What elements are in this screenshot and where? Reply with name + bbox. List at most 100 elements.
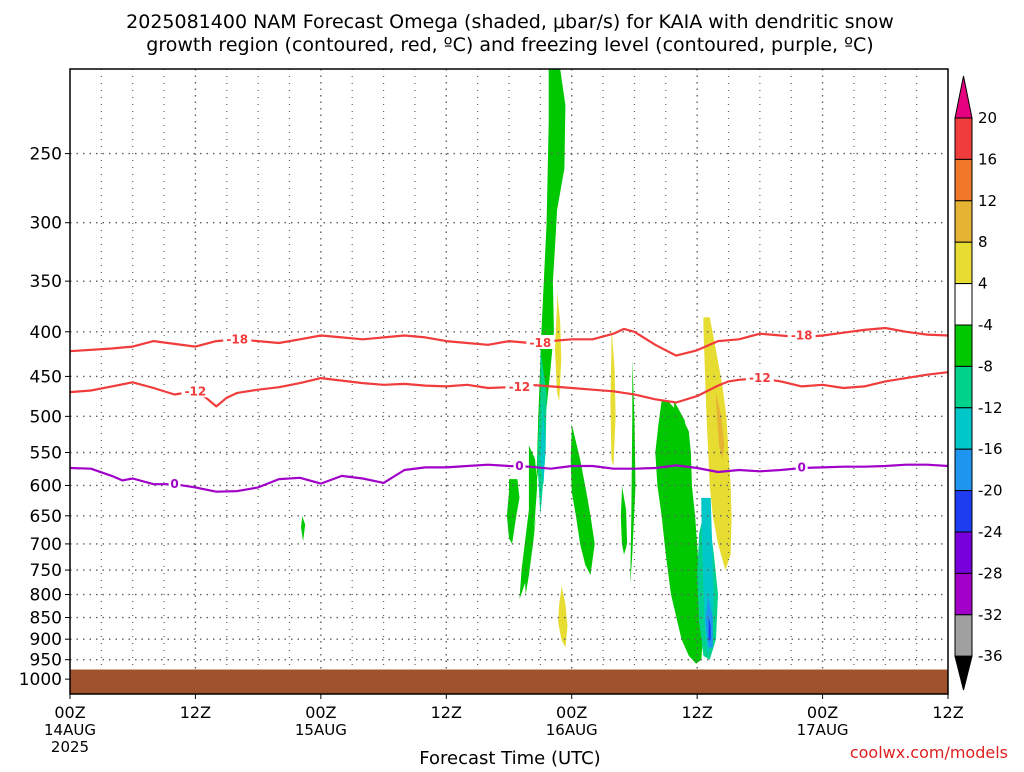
colorbar-swatch (954, 200, 973, 243)
plot-inner: -18 -18 -18 -12 -12 -12 0 0 0 (70, 69, 948, 694)
contour-label-bg (526, 334, 555, 349)
credit-text: coolwx.com/models (850, 743, 1008, 762)
contour-label-bg (513, 458, 526, 473)
omega-shaded-region (716, 392, 725, 460)
y-tick-label: 1000 (19, 670, 62, 690)
terrain-band (70, 669, 948, 694)
colorbar-label: -36 (978, 647, 1003, 665)
colorbar-bottom-arrow (954, 655, 973, 691)
x-tick-year: 2025 (51, 738, 89, 756)
omega-shaded-region (630, 359, 636, 585)
contour-label-bg (505, 379, 534, 394)
colorbar-swatch (954, 490, 973, 533)
y-tick-label: 450 (30, 367, 62, 387)
colorbar-label: -4 (978, 316, 993, 334)
omega-shaded-region (558, 584, 568, 648)
plot-area: -18 -18 -18 -12 -12 -12 0 0 0 (69, 68, 949, 695)
colorbar-label: -16 (978, 440, 1003, 458)
omega-shaded-region (540, 400, 546, 486)
colorbar-label: -28 (978, 564, 1003, 582)
colorbar: 20 16 12 8 4 -4 -8 -12 -16 -20 -24 -28 -32 -36 (954, 75, 1003, 691)
chart-title-line-2: growth region (contoured, red, ºC) and f… (146, 34, 873, 56)
x-axis-title: Forecast Time (UTC) (419, 748, 600, 768)
omega-shaded-region (555, 291, 562, 401)
y-tick-label: 900 (30, 630, 62, 650)
x-tick-date: 16AUG (546, 721, 598, 739)
colorbar-label: 12 (978, 192, 997, 210)
colorbar-swatch (954, 158, 973, 202)
contour-label-bg (795, 459, 808, 474)
colorbar-swatch (954, 324, 973, 367)
x-tick-time: 12Z (431, 703, 462, 722)
y-tick-label: 350 (30, 272, 62, 292)
colorbar-swatch (954, 117, 973, 160)
y-tick-label: 650 (30, 507, 62, 527)
contour-label: -12 (749, 371, 771, 385)
colorbar-swatch (954, 531, 973, 574)
colorbar-swatch (954, 572, 973, 616)
y-tick-label: 600 (30, 476, 62, 496)
colorbar-label: -8 (978, 357, 993, 375)
contour-label: -12 (185, 384, 207, 398)
contour-label-bg (168, 476, 181, 491)
colorbar-swatch (954, 407, 973, 450)
omega-shaded-region (674, 400, 689, 460)
omega-shaded-region (703, 317, 732, 571)
x-tick-date: 17AUG (797, 721, 849, 739)
colorbar-label: 4 (978, 275, 988, 293)
omega-shaded-region (519, 445, 538, 600)
colorbar-swatch (954, 614, 973, 657)
contour-label: 0 (515, 459, 523, 473)
omega-shaded-region (620, 485, 628, 555)
y-tick-label: 950 (30, 651, 62, 671)
colorbar-swatch (954, 365, 973, 409)
x-tick-time: 00Z (807, 703, 838, 722)
omega-shaded-region (610, 327, 616, 466)
x-tick-time: 00Z (54, 703, 85, 722)
colorbar-swatch (954, 448, 973, 492)
colorbar-swatch (954, 241, 973, 285)
y-tick-label: 850 (30, 609, 62, 629)
y-axis: 2503003504004505005506006507007508008509… (19, 145, 70, 690)
y-tick-label: 500 (30, 407, 62, 427)
contour-label-bg (745, 370, 774, 385)
omega-shaded-region (506, 479, 520, 544)
contour-label: 0 (170, 477, 178, 491)
colorbar-swatch (954, 283, 973, 326)
contour-label: -18 (226, 332, 248, 346)
contour-label: -12 (509, 380, 531, 394)
colorbar-label: 16 (978, 150, 997, 168)
colorbar-label: 20 (978, 109, 997, 127)
omega-shaded-region (708, 617, 711, 642)
colorbar-label: -20 (978, 482, 1003, 500)
y-tick-label: 550 (30, 443, 62, 463)
y-tick-label: 300 (30, 214, 62, 234)
colorbar-label: 8 (978, 233, 988, 251)
contour-label-bg (223, 331, 252, 346)
omega-shaded-region (301, 515, 306, 542)
colorbar-label: -32 (978, 606, 1003, 624)
x-tick-date: 14AUG (44, 721, 96, 739)
y-tick-label: 700 (30, 535, 62, 555)
contour-label: 0 (797, 460, 805, 474)
y-tick-label: 400 (30, 323, 62, 343)
y-tick-label: 250 (30, 145, 62, 165)
x-tick-date: 15AUG (295, 721, 347, 739)
colorbar-label: -24 (978, 523, 1003, 541)
chart-title-line-1: 2025081400 NAM Forecast Omega (shaded, μ… (126, 11, 894, 33)
y-tick-label: 800 (30, 586, 62, 606)
colorbar-label: -12 (978, 399, 1003, 417)
contour-label-bg (181, 383, 210, 398)
y-tick-label: 750 (30, 561, 62, 581)
contour-label: -18 (530, 336, 552, 350)
omega-shaded-region (570, 423, 595, 576)
x-tick-time: 00Z (305, 703, 336, 722)
x-tick-time: 12Z (932, 703, 963, 722)
x-tick-time: 00Z (556, 703, 587, 722)
x-tick-time: 12Z (180, 703, 211, 722)
contour-label: -18 (791, 329, 813, 343)
x-tick-time: 12Z (681, 703, 712, 722)
